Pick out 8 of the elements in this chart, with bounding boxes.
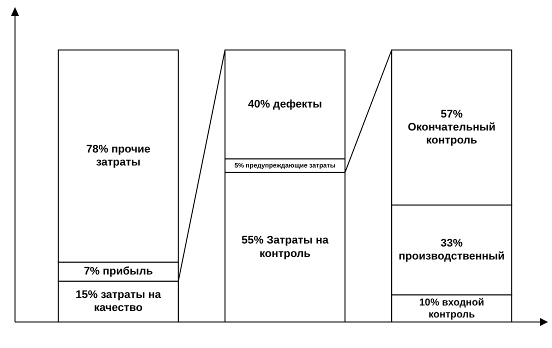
data-label: 78% прочие затраты bbox=[86, 143, 150, 169]
data-label: 7% прибыль bbox=[84, 266, 154, 278]
data-label: 15% затраты на качество bbox=[76, 288, 162, 314]
data-label: 10% входной контроль bbox=[419, 297, 484, 320]
data-label: 57% Окончательный контроль bbox=[408, 108, 496, 147]
data-label: 55% Затраты на контроль bbox=[242, 234, 330, 260]
data-label: 40% дефекты bbox=[248, 98, 322, 110]
data-label: 33% производственный bbox=[398, 237, 505, 262]
